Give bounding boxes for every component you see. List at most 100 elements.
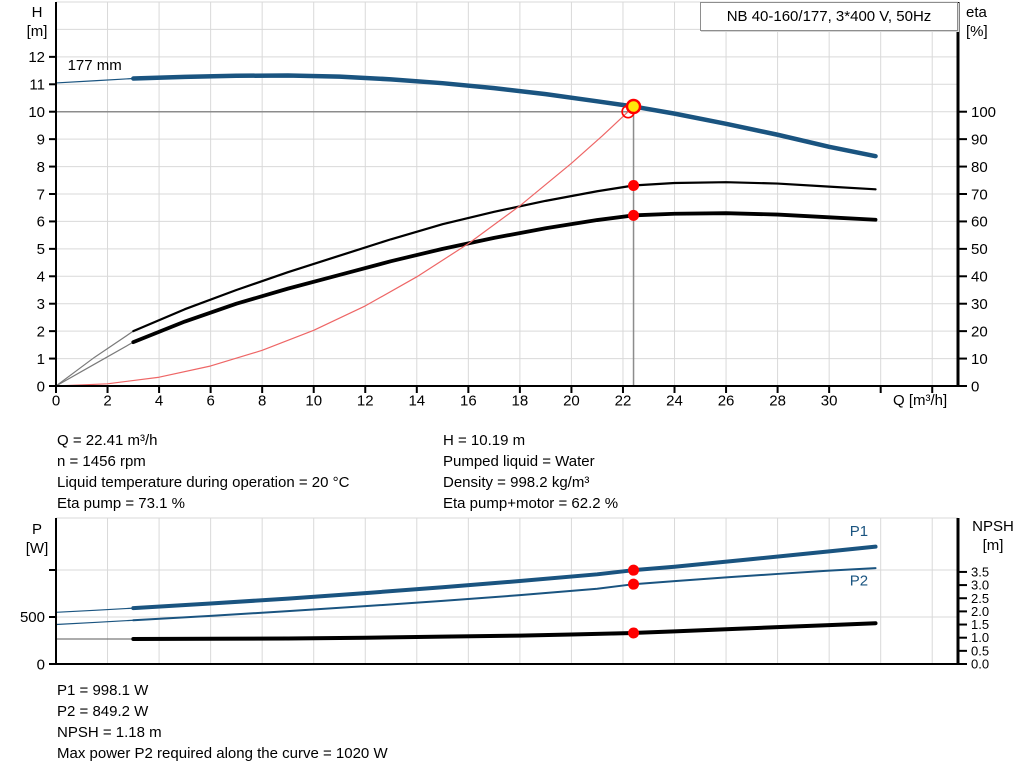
x-tick-label: 2	[103, 392, 111, 409]
p-axis-title-line2: [W]	[25, 540, 49, 557]
y-right-tick-label: 70	[971, 186, 988, 203]
p-axis-title: P [W]	[14, 520, 60, 558]
npsh-axis-title: NPSH [m]	[962, 517, 1024, 555]
p-axis-title-line1: P	[31, 521, 42, 538]
speed-value: n = 1456 rpm	[57, 453, 146, 470]
y-right-tick-label: 1.0	[971, 630, 989, 645]
head-curve-177mm-lead	[55, 77, 134, 84]
actual-duty-point	[625, 98, 642, 115]
y-left-tick-label: 12	[28, 49, 45, 66]
y-left-tick-label: 8	[37, 159, 45, 176]
y-right-tick-label: 3.0	[971, 578, 989, 593]
y-right-tick-label: 2.0	[971, 604, 989, 619]
p1-value: P1 = 998.1 W	[57, 682, 149, 699]
h-axis-title-line1: H	[31, 4, 43, 21]
x-tick-label: 8	[258, 392, 266, 409]
x-tick-label: 0	[52, 392, 60, 409]
y-left-tick-label: 7	[37, 186, 45, 203]
y-left-tick-label: 2	[37, 323, 45, 340]
p2-label: P2	[850, 573, 868, 590]
p2-curve	[132, 567, 877, 622]
x-tick-label: 18	[512, 392, 529, 409]
eta-pump-point	[628, 179, 640, 191]
p1-curve-lead	[55, 607, 134, 613]
q-axis-label: Q [m³/h]	[893, 392, 948, 409]
x-tick-label: 24	[666, 392, 683, 409]
liquid-temperature-value: Liquid temperature during operation = 20…	[57, 474, 350, 491]
h-axis-title: H [m]	[14, 3, 60, 41]
y-left-tick-label: 1	[37, 351, 45, 368]
y-left-tick-label: 11	[29, 77, 45, 94]
y-left-tick-label: 5	[37, 241, 45, 258]
p1-curve	[131, 544, 878, 611]
y-left-tick-label: 500	[20, 609, 45, 626]
density-value: Density = 998.2 kg/m³	[443, 474, 590, 491]
p2-point	[628, 578, 640, 590]
y-right-tick-label: 1.5	[971, 617, 989, 632]
y-right-tick-label: 3.5	[971, 564, 989, 579]
y-left-tick-label: 6	[37, 214, 45, 231]
y-right-tick-label: 20	[971, 323, 988, 340]
x-tick-label: 4	[155, 392, 163, 409]
npsh-curve	[131, 621, 878, 642]
pump-title-box: NB 40-160/177, 3*400 V, 50Hz	[700, 2, 958, 31]
y-right-tick-label: 0.0	[971, 657, 989, 672]
x-tick-label: 30	[821, 392, 838, 409]
y-right-tick-label: 0.5	[971, 643, 989, 658]
y-right-tick-label: 10	[971, 351, 988, 368]
flow-value: Q = 22.41 m³/h	[57, 432, 158, 449]
y-left-tick-label: 10	[28, 104, 45, 121]
impeller-diameter-label: 177 mm	[68, 57, 122, 74]
x-tick-label: 10	[305, 392, 322, 409]
p1-label: P1	[850, 523, 868, 540]
eta-pump-motor-point	[628, 209, 640, 221]
eta-pump-curve	[132, 181, 877, 333]
x-tick-label: 14	[408, 392, 425, 409]
y-left-tick-label: 0	[37, 656, 45, 673]
head-value: H = 10.19 m	[443, 432, 526, 449]
p1-point	[628, 564, 640, 576]
y-right-tick-label: 90	[971, 131, 988, 148]
x-tick-label: 20	[563, 392, 580, 409]
eta-pump-motor-curve-lead	[55, 341, 134, 387]
y-right-tick-label: 40	[971, 269, 988, 286]
eta-pump-curve-lead	[55, 330, 134, 387]
npsh-point	[628, 627, 640, 639]
y-left-tick-label: 0	[37, 378, 45, 395]
eta-axis-title-line1: eta	[966, 4, 987, 21]
x-tick-label: 6	[206, 392, 214, 409]
pump-title-text: NB 40-160/177, 3*400 V, 50Hz	[726, 8, 932, 25]
p2-curve-lead	[55, 619, 134, 626]
system-curve	[55, 111, 629, 387]
operating-data-left: Q = 22.41 m³/h n = 1456 rpm Liquid tempe…	[57, 430, 349, 514]
y-right-tick-label: 2.5	[971, 591, 989, 606]
eta-axis-title-line2: [%]	[966, 23, 988, 40]
x-tick-label: 22	[615, 392, 632, 409]
y-right-tick-label: 30	[971, 296, 988, 313]
y-right-tick-label: 0	[971, 378, 979, 395]
max-power-value: Max power P2 required along the curve = …	[57, 745, 388, 762]
eta-axis-title: eta [%]	[966, 3, 1022, 41]
operating-data-right: H = 10.19 m Pumped liquid = Water Densit…	[443, 430, 618, 514]
npsh-axis-title-line1: NPSH	[972, 518, 1014, 535]
y-right-tick-label: 80	[971, 159, 988, 176]
power-data: P1 = 998.1 W P2 = 849.2 W NPSH = 1.18 m …	[57, 680, 388, 764]
h-axis-title-line2: [m]	[26, 23, 48, 40]
x-tick-label: 26	[718, 392, 735, 409]
eta-pump-value: Eta pump = 73.1 %	[57, 495, 185, 512]
x-tick-label: 28	[769, 392, 786, 409]
x-tick-label: 16	[460, 392, 477, 409]
p2-value: P2 = 849.2 W	[57, 703, 149, 720]
y-left-tick-label: 3	[37, 296, 45, 313]
y-left-tick-label: 9	[37, 131, 45, 148]
npsh-axis-title-line2: [m]	[982, 537, 1004, 554]
y-left-tick-label: 4	[37, 269, 45, 286]
npsh-value: NPSH = 1.18 m	[57, 724, 162, 741]
y-right-tick-label: 50	[971, 241, 988, 258]
x-tick-label: 12	[357, 392, 374, 409]
y-right-tick-label: 100	[971, 104, 996, 121]
pumped-liquid-value: Pumped liquid = Water	[443, 453, 595, 470]
head-curve-177mm	[131, 73, 878, 159]
